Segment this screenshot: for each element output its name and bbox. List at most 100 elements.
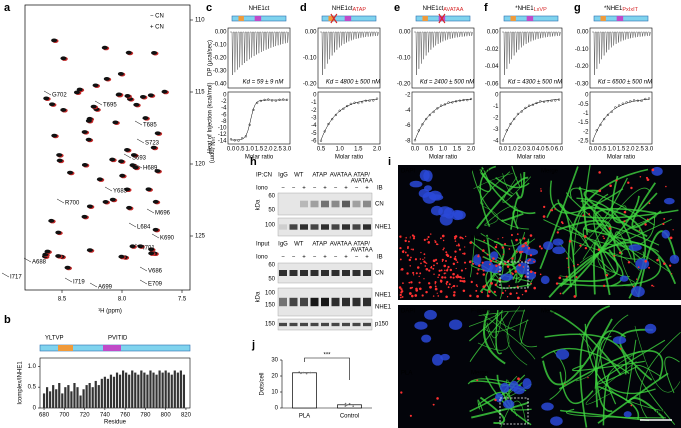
peak: [118, 254, 125, 259]
title-subscript: AVATAA: [443, 7, 463, 13]
pla-dot: [490, 259, 493, 262]
pla-dot: [407, 247, 409, 250]
heat-frame: [589, 91, 653, 145]
bar: [149, 370, 152, 408]
data-dot: [302, 371, 305, 374]
fit-curve: [414, 99, 472, 141]
band: [321, 200, 329, 208]
band: [342, 270, 350, 276]
pla-dot: [486, 253, 489, 256]
kd-label: Kd = 59 ± 9 nM: [243, 80, 284, 86]
pla-dot: [598, 171, 601, 174]
pla-dot: [446, 283, 448, 286]
annotation: YLTVP: [45, 336, 64, 342]
pla-dot: [464, 235, 467, 238]
peak: [85, 137, 92, 142]
pla-dot: [511, 272, 513, 274]
pla-dot: [508, 248, 511, 250]
pla-dot: [425, 262, 428, 264]
bar: [164, 370, 167, 408]
pla-dot: [603, 237, 605, 240]
y-tick-label: -3: [311, 116, 317, 122]
bar: [122, 370, 125, 408]
data-dot: [298, 371, 301, 373]
pla-dot: [515, 292, 518, 295]
x-tick-label: 2.5: [273, 147, 282, 153]
pla-dot: [409, 414, 412, 417]
y-tick-label: -0.10: [575, 47, 589, 53]
band: [363, 270, 371, 276]
marker-label: 100: [265, 223, 276, 229]
pla-dot: [462, 253, 464, 255]
panel-title: NHE1ctAVATAA: [423, 6, 464, 14]
title-subscript: LxVP: [534, 7, 547, 13]
peak-label: S693: [132, 156, 147, 162]
pla-dot: [435, 258, 438, 261]
heat-frame: [317, 91, 381, 145]
y-tick-label: 0.00: [577, 30, 589, 36]
y-tick-label: 0.00: [487, 30, 499, 36]
peak-label: R700: [65, 201, 80, 207]
bar: [158, 370, 161, 408]
pla-dot: [656, 258, 659, 262]
pla-dot: [412, 248, 415, 251]
y-axis-title: Dots/cell: [260, 372, 266, 395]
x-tick-label: 800: [161, 413, 172, 419]
actin-fiber: [634, 325, 681, 393]
pla-dot: [478, 254, 480, 256]
pla-dot: [470, 280, 473, 284]
bar: [106, 378, 110, 408]
y-tick-label: -0.06: [485, 82, 499, 88]
peak: [130, 153, 137, 157]
lane-label: AVATAA: [351, 248, 373, 254]
bar: [79, 395, 82, 408]
y-axis-title: Icomplex/INHE1: [18, 361, 24, 405]
peak: [142, 116, 149, 120]
actin-fiber: [476, 176, 529, 230]
pla-dot: [587, 377, 589, 379]
marker-label: 150: [265, 322, 276, 328]
injection-point: [546, 100, 549, 103]
leader: [23, 257, 32, 263]
injection-point: [338, 109, 341, 112]
pla-dot: [477, 268, 480, 271]
pla-dot: [442, 248, 444, 251]
bar: [52, 385, 55, 408]
leader: [64, 277, 73, 283]
actin-fiber: [620, 248, 671, 298]
pla-dot: [409, 236, 412, 239]
pla-dot: [458, 248, 462, 251]
peak: [137, 244, 144, 249]
x-tick-label: 740: [100, 413, 111, 419]
pla-dot: [672, 229, 674, 231]
nucleus: [635, 258, 650, 270]
leader: [1, 272, 10, 278]
actin-fiber: [567, 168, 649, 288]
actin-fiber: [500, 400, 527, 428]
mutation-mark: [330, 13, 338, 24]
band: [300, 322, 308, 327]
peak: [116, 92, 123, 97]
peak: [148, 251, 155, 256]
peak: [103, 77, 110, 81]
pla-dot: [630, 404, 633, 407]
pla-dot: [632, 285, 635, 288]
x-tick-label: 3.0: [283, 147, 292, 153]
peak: [49, 102, 56, 107]
y-tick-label: -5: [311, 131, 317, 137]
bar: [134, 372, 137, 408]
y-tick-label: -8: [221, 119, 227, 125]
peak: [67, 170, 74, 175]
pla-dot: [420, 262, 422, 265]
bar: [292, 372, 317, 409]
band: [352, 297, 361, 307]
pla-dot: [556, 231, 559, 234]
domain-motif: [526, 16, 534, 21]
pla-dot: [419, 272, 422, 275]
pla-dot: [494, 283, 498, 287]
peak-label: K690: [160, 236, 175, 242]
peak-label: M696: [155, 211, 171, 217]
pla-dot: [406, 272, 409, 275]
pla-dot: [619, 347, 622, 350]
pla-dot: [410, 294, 414, 298]
